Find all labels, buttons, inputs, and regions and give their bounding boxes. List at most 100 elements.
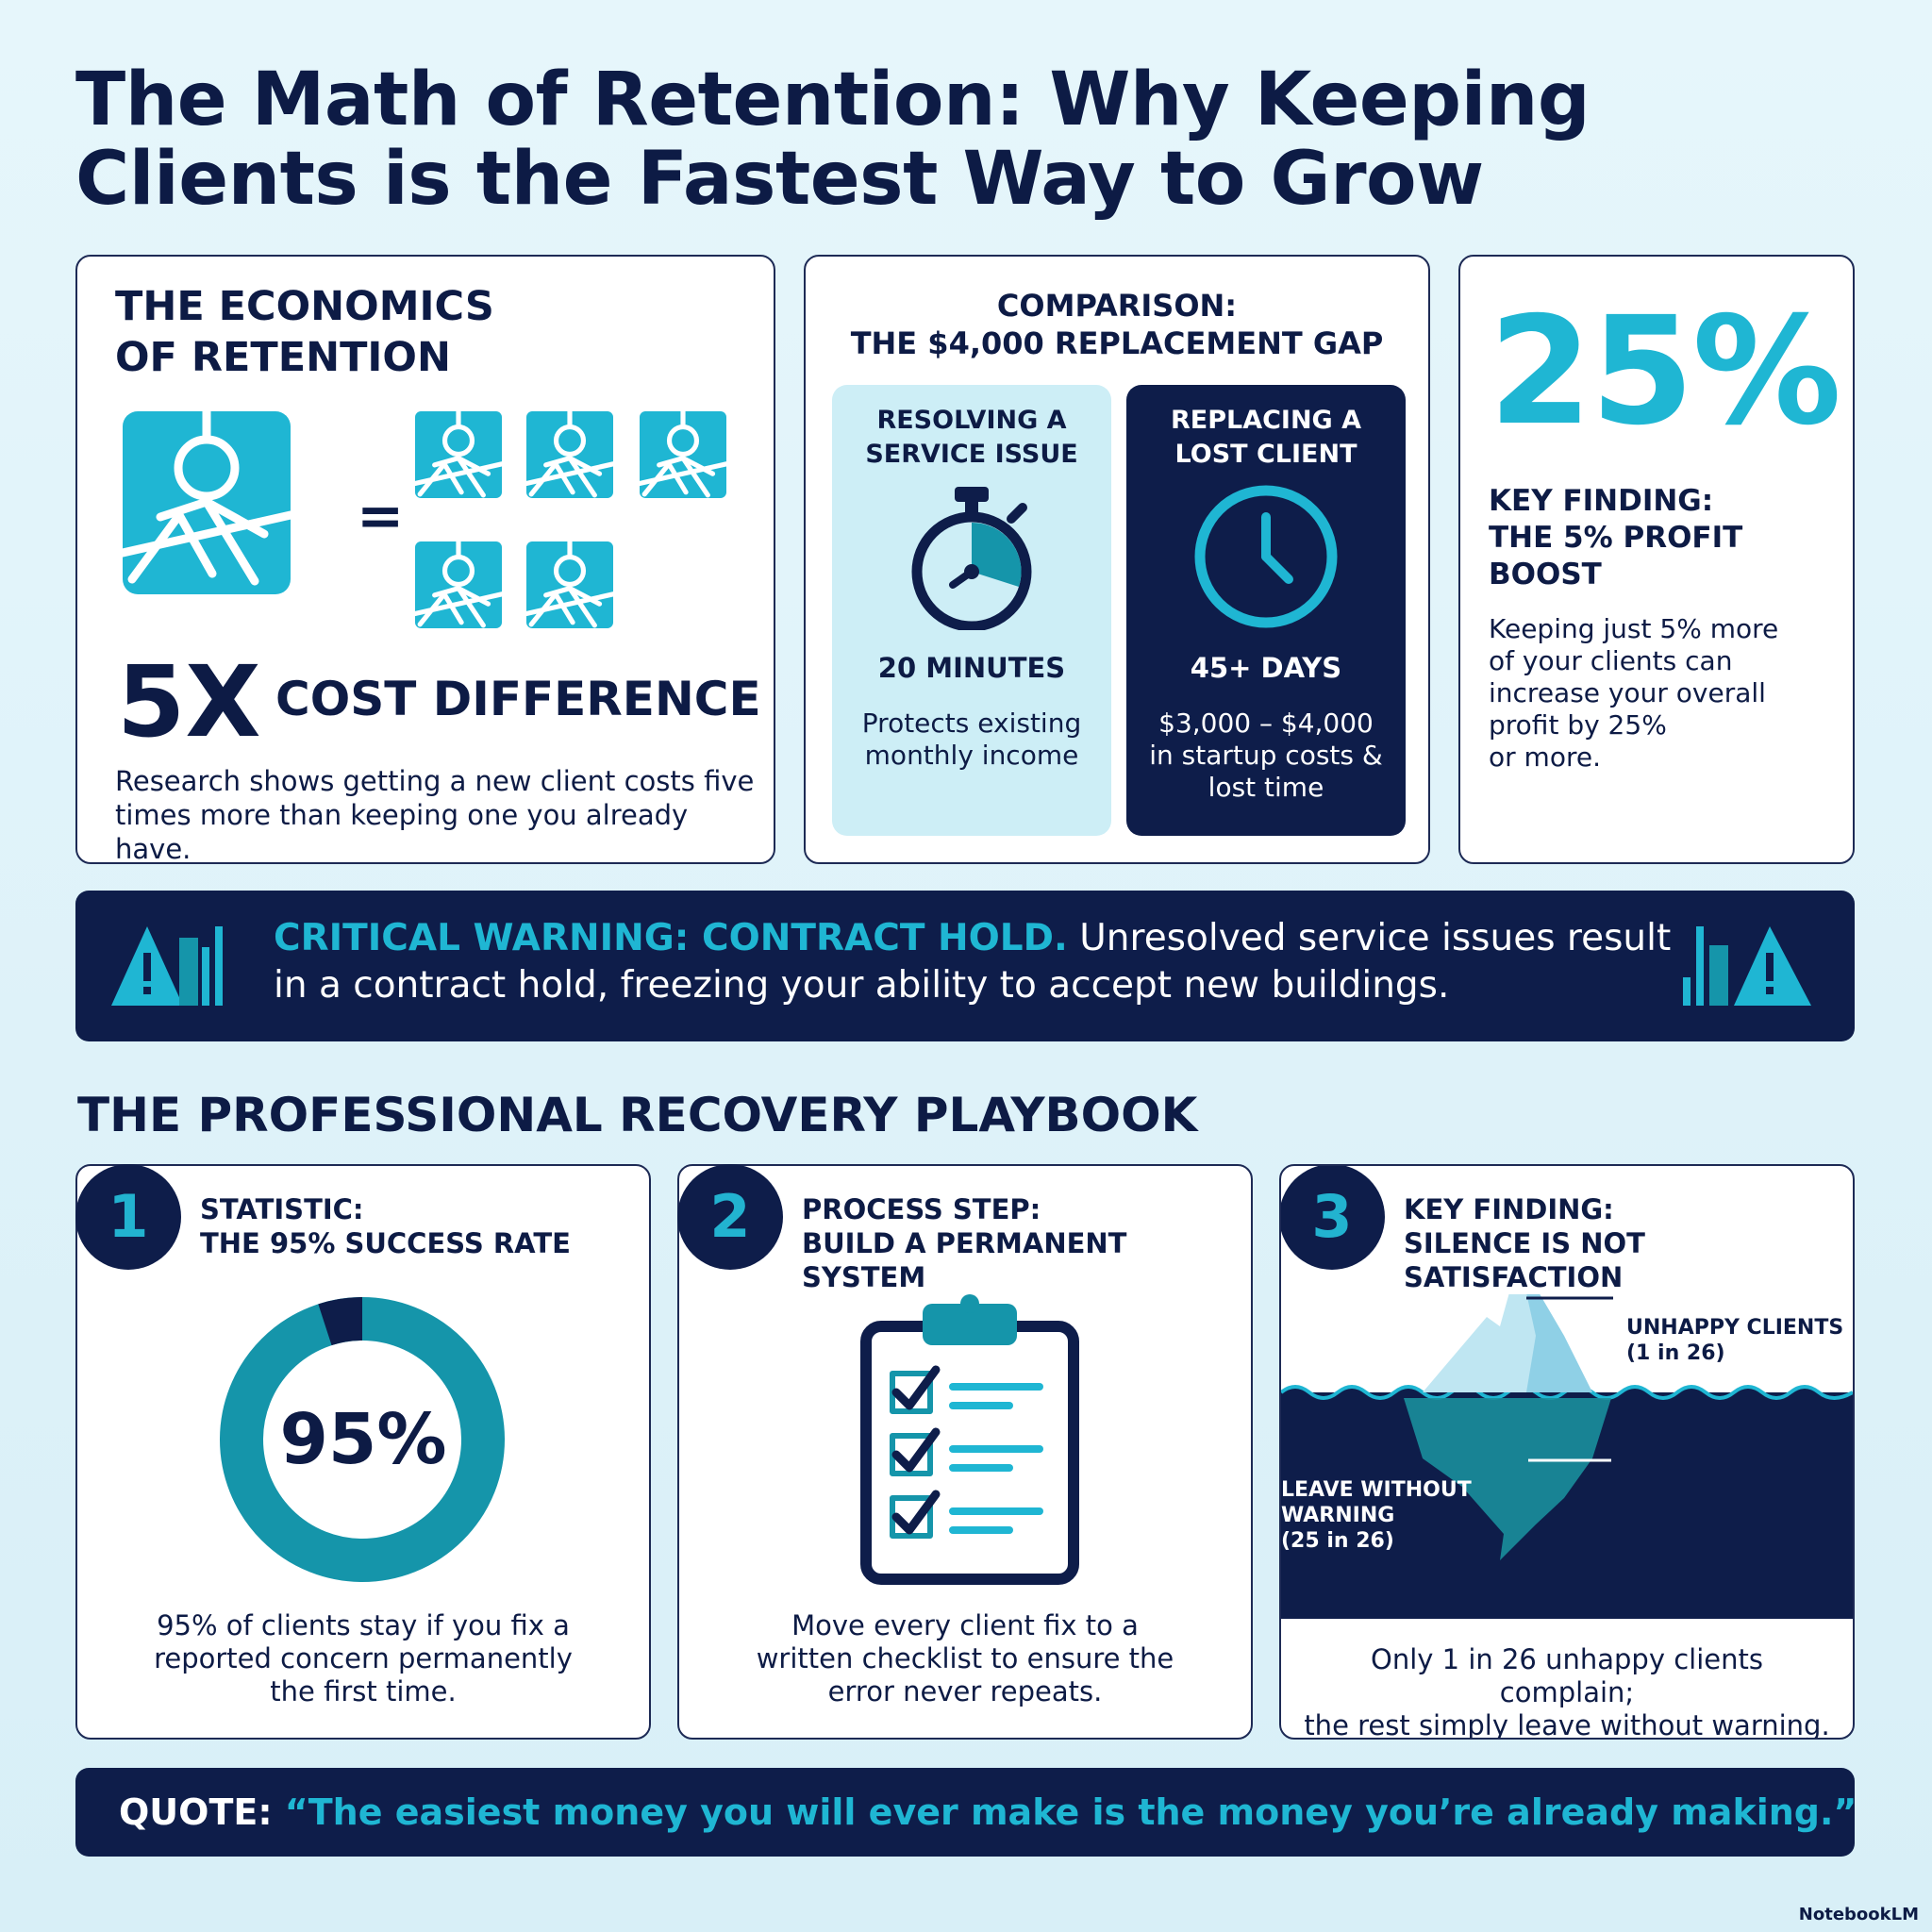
page-title: The Math of Retention: Why Keeping Clien… [75, 58, 1591, 222]
replace-panel: REPLACING A LOST CLIENT 45+ DAYS $3,000 … [1126, 385, 1406, 836]
client-icon [123, 411, 291, 594]
boost-desc-line5: or more. [1489, 741, 1601, 773]
success-rate-value: 95% [279, 1399, 447, 1480]
playbook-card-title: PROCESS STEP: BUILD A PERMANENT SYSTEM [802, 1192, 1251, 1294]
iceberg-bottom-label-line1: LEAVE WITHOUT [1281, 1478, 1472, 1502]
iceberg-icon [1281, 1258, 1853, 1619]
iceberg-bottom-label-line2: WARNING [1281, 1504, 1395, 1527]
step-number-badge: 2 [677, 1164, 783, 1270]
iceberg-bottom-label-line3: (25 in 26) [1281, 1529, 1394, 1553]
card2-desc-line3: error never repeats. [827, 1675, 1103, 1707]
iceberg-top-label-line1: UNHAPPY CLIENTS [1626, 1316, 1844, 1340]
checklist-icon [860, 1294, 1079, 1585]
profit-boost-heading: KEY FINDING: THE 5% PROFIT BOOST [1489, 483, 1742, 593]
cost-difference-label: COST DIFFERENCE [275, 672, 761, 726]
playbook-title: THE PROFESSIONAL RECOVERY PLAYBOOK [77, 1088, 1198, 1142]
replace-time: 45+ DAYS [1190, 652, 1342, 684]
replace-title-line2: LOST CLIENT [1174, 440, 1357, 469]
iceberg-top-label-line2: (1 in 26) [1626, 1341, 1725, 1365]
card1-title-line1: STATISTIC: [200, 1193, 364, 1225]
card2-title-line2: BUILD A PERMANENT SYSTEM [802, 1227, 1127, 1293]
client-icon [415, 541, 502, 628]
replace-desc-line1: $3,000 – $4,000 [1158, 708, 1374, 739]
clock-icon [1194, 485, 1338, 628]
card3-title-line2: SILENCE IS NOT SATISFACTION [1404, 1227, 1645, 1293]
resolve-description: Protects existing monthly income [841, 708, 1102, 772]
resolve-title: RESOLVING A SERVICE ISSUE [832, 404, 1111, 472]
warning-text-line1: Unresolved service issues result [1079, 917, 1672, 959]
comparison-heading-line1: COMPARISON: [996, 288, 1238, 324]
boost-desc-line3: increase your overall [1489, 677, 1766, 708]
comparison-heading-line2: THE $4,000 REPLACEMENT GAP [850, 325, 1384, 361]
boost-heading-line3: BOOST [1489, 558, 1602, 591]
warning-icon [111, 926, 223, 1006]
card1-desc-line2: reported concern permanently [154, 1642, 573, 1674]
profit-boost-card: 25% KEY FINDING: THE 5% PROFIT BOOST Kee… [1458, 255, 1855, 864]
resolve-panel: RESOLVING A SERVICE ISSUE 20 MINUTES Pro… [832, 385, 1111, 836]
step-number-badge: 3 [1281, 1166, 1385, 1270]
critical-warning-banner: CRITICAL WARNING: CONTRACT HOLD. Unresol… [75, 891, 1855, 1041]
comparison-heading: COMPARISON: THE $4,000 REPLACEMENT GAP [806, 287, 1428, 362]
profit-boost-description: Keeping just 5% more of your clients can… [1489, 613, 1778, 774]
boost-desc-line1: Keeping just 5% more [1489, 613, 1779, 644]
warning-text-line2: in a contract hold, freezing your abilit… [274, 964, 1450, 1007]
profit-boost-value: 25% [1489, 285, 1841, 458]
client-icon [526, 411, 613, 498]
economics-description: Research shows getting a new client cost… [115, 765, 755, 865]
economics-heading-line1: THE ECONOMICS [115, 283, 494, 330]
replace-desc-line2: in startup costs & [1149, 740, 1383, 771]
card3-desc-line2: the rest simply leave without warning. [1304, 1709, 1830, 1740]
playbook-card-description: Only 1 in 26 unhappy clients complain; t… [1300, 1643, 1834, 1740]
economics-card: THE ECONOMICS OF RETENTION = 5X CO [75, 255, 775, 865]
replace-title-line1: REPLACING A [1170, 406, 1362, 435]
replace-title: REPLACING A LOST CLIENT [1126, 404, 1406, 472]
brand-logo: NotebookLM [1798, 1905, 1919, 1924]
card3-desc-line1: Only 1 in 26 unhappy clients complain; [1371, 1643, 1763, 1708]
quote-banner: QUOTE: “The easiest money you will ever … [75, 1768, 1857, 1857]
economics-heading-line2: OF RETENTION [115, 334, 451, 381]
boost-heading-line2: THE 5% PROFIT [1489, 521, 1743, 555]
quote-label: QUOTE: [119, 1791, 273, 1833]
donut-remainder-segment [318, 1297, 363, 1346]
playbook-card-title: KEY FINDING: SILENCE IS NOT SATISFACTION [1404, 1192, 1853, 1294]
warning-text: CRITICAL WARNING: CONTRACT HOLD. Unresol… [274, 915, 1707, 1009]
equals-sign: = [357, 483, 405, 549]
quote-content: QUOTE: “The easiest money you will ever … [119, 1787, 1857, 1838]
client-icon [640, 411, 726, 498]
playbook-card-title: STATISTIC: THE 95% SUCCESS RATE [200, 1192, 571, 1260]
playbook-card-1: 1 STATISTIC: THE 95% SUCCESS RATE 95% 95… [75, 1164, 651, 1740]
cost-multiplier: 5X [117, 644, 261, 759]
replace-desc-line3: lost time [1208, 772, 1324, 803]
card1-desc-line1: 95% of clients stay if you fix a [157, 1609, 570, 1641]
boost-desc-line2: of your clients can [1489, 645, 1733, 676]
card2-title-line1: PROCESS STEP: [802, 1193, 1041, 1225]
unhappy-clients-label: UNHAPPY CLIENTS (1 in 26) [1626, 1315, 1843, 1366]
success-rate-donut [220, 1297, 505, 1582]
playbook-card-2: 2 PROCESS STEP: BUILD A PERMANENT SYSTEM… [677, 1164, 1253, 1740]
card2-desc-line2: written checklist to ensure the [756, 1642, 1174, 1674]
card1-desc-line3: the first time. [270, 1675, 457, 1707]
card3-title-line1: KEY FINDING: [1404, 1193, 1614, 1225]
comparison-card: COMPARISON: THE $4,000 REPLACEMENT GAP R… [804, 255, 1430, 864]
economics-heading: THE ECONOMICS OF RETENTION [115, 281, 494, 383]
client-icon [526, 541, 613, 628]
client-icon [415, 411, 502, 498]
boost-desc-line4: profit by 25% [1489, 709, 1667, 741]
leave-without-warning-label: LEAVE WITHOUT WARNING (25 in 26) [1281, 1477, 1472, 1554]
step-number-badge: 1 [75, 1164, 181, 1270]
resolve-title-line2: SERVICE ISSUE [865, 440, 1078, 469]
card1-title-line2: THE 95% SUCCESS RATE [200, 1227, 571, 1259]
quote-text: “The easiest money you will ever make is… [284, 1791, 1857, 1833]
resolve-desc-line1: Protects existing [861, 708, 1082, 739]
boost-heading-line1: KEY FINDING: [1489, 484, 1714, 518]
warning-icon [1683, 926, 1811, 1006]
card2-desc-line1: Move every client fix to a [791, 1609, 1139, 1641]
warning-label: CRITICAL WARNING: CONTRACT HOLD. [274, 917, 1068, 959]
replace-description: $3,000 – $4,000 in startup costs & lost … [1136, 708, 1396, 804]
playbook-card-description: Move every client fix to a written check… [698, 1609, 1232, 1708]
resolve-time: 20 MINUTES [877, 652, 1066, 684]
stopwatch-icon [911, 487, 1032, 630]
playbook-card-3: 3 KEY FINDING: SILENCE IS NOT SATISFACTI… [1279, 1164, 1855, 1740]
playbook-card-description: 95% of clients stay if you fix a reporte… [96, 1609, 630, 1708]
resolve-desc-line2: monthly income [864, 740, 1079, 771]
